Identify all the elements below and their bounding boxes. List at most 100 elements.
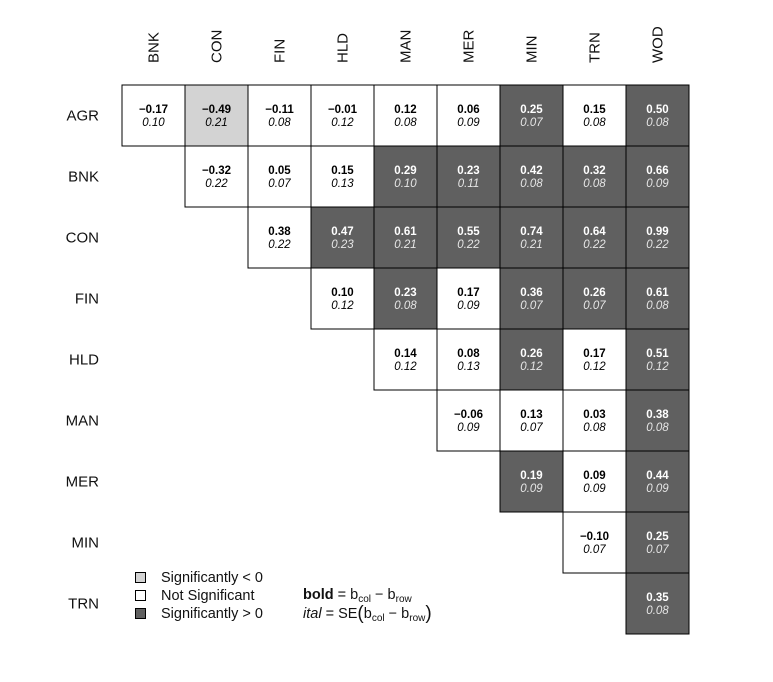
- cell-diff-value: 0.38: [646, 409, 669, 421]
- cell-agr-bnk: −0.170.10: [122, 85, 185, 146]
- cell-diff-value: 0.15: [583, 104, 606, 116]
- cell-se-value: 0.08: [646, 117, 669, 129]
- cell-diff-value: 0.06: [457, 104, 479, 116]
- cell-diff-value: 0.15: [331, 165, 354, 177]
- cell-diff-value: 0.38: [268, 226, 291, 238]
- cell-diff-value: 0.05: [268, 165, 291, 177]
- cell-diff-value: −0.17: [139, 104, 168, 116]
- cell-diff-value: 0.55: [457, 226, 480, 238]
- significance-legend: Significantly < 0 Not Significant Signif…: [135, 569, 285, 629]
- legend-label-not-significant: Not Significant: [161, 587, 255, 605]
- cell-diff-value: 0.08: [457, 348, 480, 360]
- column-label-bnk: BNK: [146, 32, 163, 63]
- cell-hld-mer: 0.080.13: [437, 329, 500, 390]
- cell-diff-value: 0.12: [394, 104, 416, 116]
- cell-diff-value: 0.25: [520, 104, 543, 116]
- cell-diff-value: 0.64: [583, 226, 606, 238]
- cell-man-mer: −0.060.09: [437, 390, 500, 451]
- cell-diff-value: 0.13: [520, 409, 542, 421]
- column-label-man: MAN: [398, 30, 415, 63]
- cell-bnk-trn: 0.320.08: [563, 146, 626, 207]
- formula-ital-line: ital = SE(bcol − brow): [303, 604, 432, 624]
- cell-diff-value: 0.61: [646, 287, 669, 299]
- cell-agr-fin: −0.110.08: [248, 85, 311, 146]
- cell-se-value: 0.08: [583, 422, 606, 434]
- cell-se-value: 0.11: [458, 178, 480, 190]
- cell-fin-wod: 0.610.08: [626, 268, 689, 329]
- cell-diff-value: −0.49: [202, 104, 231, 116]
- row-label-bnk: BNK: [68, 169, 99, 186]
- cell-min-wod: 0.250.07: [626, 512, 689, 573]
- legend-swatch-positive: [135, 608, 146, 619]
- row-label-min: MIN: [72, 535, 100, 552]
- cell-se-value: 0.12: [394, 361, 417, 373]
- cell-se-value: 0.08: [646, 300, 669, 312]
- cell-diff-value: 0.42: [520, 165, 542, 177]
- cell-man-wod: 0.380.08: [626, 390, 689, 451]
- cell-diff-value: −0.06: [454, 409, 483, 421]
- cell-agr-min: 0.250.07: [500, 85, 563, 146]
- cell-se-value: 0.10: [394, 178, 417, 190]
- cell-diff-value: 0.61: [394, 226, 417, 238]
- cell-con-hld: 0.470.23: [311, 207, 374, 268]
- cell-diff-value: 0.14: [394, 348, 417, 360]
- matrix-cells: −0.170.10−0.490.21−0.110.08−0.010.120.12…: [122, 85, 689, 634]
- cell-hld-trn: 0.170.12: [563, 329, 626, 390]
- cell-diff-value: 0.03: [583, 409, 605, 421]
- cell-con-mer: 0.550.22: [437, 207, 500, 268]
- formula-equals-1: =: [338, 587, 346, 603]
- cell-se-value: 0.21: [205, 117, 227, 129]
- cell-diff-value: 0.99: [646, 226, 668, 238]
- row-label-man: MAN: [66, 413, 99, 430]
- cell-se-value: 0.08: [394, 300, 417, 312]
- cell-se-value: 0.08: [394, 117, 417, 129]
- cell-hld-wod: 0.510.12: [626, 329, 689, 390]
- column-label-hld: HLD: [335, 33, 352, 63]
- cell-se-value: 0.08: [583, 178, 606, 190]
- cell-fin-hld: 0.100.12: [311, 268, 374, 329]
- cell-se-value: 0.09: [457, 300, 480, 312]
- cell-agr-man: 0.120.08: [374, 85, 437, 146]
- cell-se-value: 0.08: [646, 605, 669, 617]
- cell-con-man: 0.610.21: [374, 207, 437, 268]
- cell-agr-wod: 0.500.08: [626, 85, 689, 146]
- cell-diff-value: 0.17: [457, 287, 479, 299]
- legend-label-positive: Significantly > 0: [161, 605, 263, 623]
- cell-se-value: 0.09: [457, 422, 480, 434]
- cell-diff-value: 0.10: [331, 287, 353, 299]
- cell-se-value: 0.12: [520, 361, 543, 373]
- formula-b-col: b: [350, 587, 358, 603]
- formula-close-paren: ): [425, 603, 431, 624]
- cell-diff-value: −0.11: [265, 104, 294, 116]
- cell-con-wod: 0.990.22: [626, 207, 689, 268]
- cell-diff-value: 0.23: [457, 165, 479, 177]
- legend-label-negative: Significantly < 0: [161, 569, 263, 587]
- row-label-fin: FIN: [75, 291, 99, 308]
- cell-agr-mer: 0.060.09: [437, 85, 500, 146]
- formula-se: SE: [338, 606, 357, 622]
- cell-mer-wod: 0.440.09: [626, 451, 689, 512]
- cell-diff-value: −0.01: [328, 104, 358, 116]
- cell-bnk-min: 0.420.08: [500, 146, 563, 207]
- cell-se-value: 0.09: [583, 483, 606, 495]
- cell-bnk-fin: 0.050.07: [248, 146, 311, 207]
- cell-se-value: 0.22: [646, 239, 669, 251]
- row-labels: AGR BNK CON FIN HLD MAN MER MIN TRN: [66, 108, 100, 613]
- cell-bnk-man: 0.290.10: [374, 146, 437, 207]
- cell-se-value: 0.12: [646, 361, 669, 373]
- cell-hld-man: 0.140.12: [374, 329, 437, 390]
- cell-diff-value: 0.17: [583, 348, 605, 360]
- cell-se-value: 0.22: [205, 178, 228, 190]
- cell-diff-value: 0.26: [520, 348, 542, 360]
- cell-diff-value: 0.26: [583, 287, 605, 299]
- cell-se-value: 0.09: [520, 483, 543, 495]
- cell-fin-trn: 0.260.07: [563, 268, 626, 329]
- cell-con-trn: 0.640.22: [563, 207, 626, 268]
- cell-se-value: 0.22: [583, 239, 606, 251]
- column-label-fin: FIN: [272, 39, 289, 63]
- cell-se-value: 0.07: [646, 544, 669, 556]
- cell-se-value: 0.12: [331, 117, 354, 129]
- cell-diff-value: 0.36: [520, 287, 542, 299]
- cell-fin-mer: 0.170.09: [437, 268, 500, 329]
